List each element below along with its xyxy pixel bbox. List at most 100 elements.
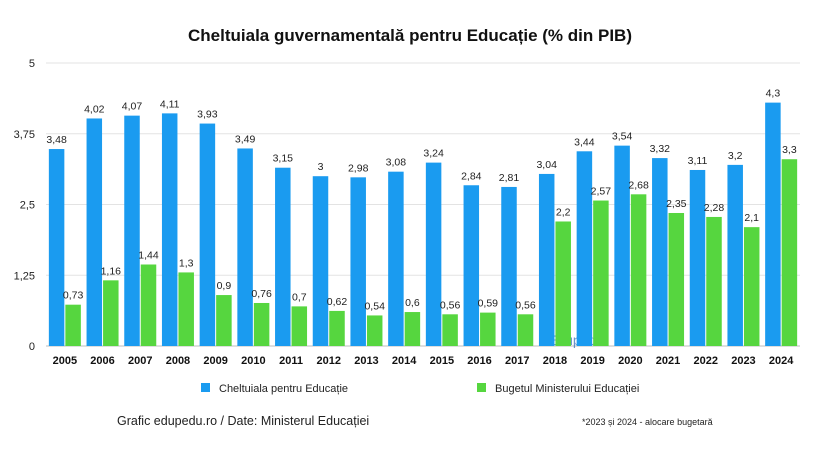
data-label-buget: 0,73 [63, 290, 84, 302]
data-label-cheltuiala: 3,2 [728, 150, 743, 162]
data-label-cheltuiala: 3,11 [688, 155, 708, 167]
data-label-buget: 0,62 [327, 296, 348, 308]
data-label-buget: 0,7 [292, 291, 307, 303]
bar-cheltuiala [538, 173, 555, 346]
bar-cheltuiala [576, 151, 593, 346]
data-label-cheltuiala: 4,3 [766, 88, 781, 100]
data-label-buget: 2,68 [628, 179, 649, 191]
x-tick-label: 2009 [203, 355, 227, 367]
x-axis: 2005 2006 2007 2008 2009 2010 2011 2012 2013 2014… [53, 355, 795, 367]
bar-buget [706, 216, 722, 346]
data-label-buget: 0,59 [478, 298, 499, 310]
bar-cheltuiala [86, 118, 103, 346]
data-label-buget: 2,2 [556, 206, 571, 218]
data-label-cheltuiala: 2,81 [499, 172, 520, 184]
x-tick-label: 2011 [279, 355, 303, 367]
data-label-buget: 3,3 [782, 144, 797, 156]
bar-cheltuiala [275, 167, 291, 346]
data-label-cheltuiala: 4,07 [122, 101, 143, 113]
data-label-cheltuiala: 3,93 [197, 109, 218, 121]
data-label-cheltuiala: 3,24 [423, 148, 444, 160]
bar-buget [404, 312, 421, 346]
data-label-cheltuiala: 3,04 [536, 159, 557, 171]
bar-buget [593, 200, 609, 346]
data-label-buget: 2,28 [704, 202, 725, 214]
data-label-cheltuiala: 3 [318, 161, 324, 173]
x-tick-label: 2005 [53, 355, 77, 367]
bar-buget [253, 302, 270, 346]
data-label-cheltuiala: 2,98 [348, 162, 369, 174]
bar-buget [65, 304, 81, 346]
data-label-buget: 0,54 [364, 300, 385, 312]
x-tick-label: 2006 [90, 355, 114, 367]
legend-swatch-buget [477, 383, 486, 392]
data-label-buget: 0,56 [515, 299, 536, 311]
data-label-cheltuiala: 3,49 [235, 133, 256, 145]
source-note: Grafic edupedu.ro / Date: Ministerul Edu… [117, 414, 369, 428]
x-tick-label: 2007 [128, 355, 152, 367]
data-label-cheltuiala: 4,02 [84, 103, 105, 115]
data-label-buget: 2,35 [666, 198, 687, 210]
data-label-cheltuiala: 3,32 [650, 143, 671, 155]
x-tick-label: 2023 [731, 355, 755, 367]
bar-cheltuiala [124, 115, 140, 346]
data-label-cheltuiala: 3,54 [612, 131, 633, 143]
x-tick-label: 2021 [656, 355, 680, 367]
bar-cheltuiala [48, 149, 65, 346]
bar-cheltuiala [727, 164, 743, 346]
data-label-buget: 0,6 [405, 297, 420, 309]
bar-buget [329, 310, 345, 346]
bar-cheltuiala [652, 158, 668, 346]
bars: 3,480,734,021,164,071,444,111,33,930,93,… [46, 88, 798, 347]
bar-buget [216, 295, 232, 346]
bar-buget [781, 159, 798, 346]
x-tick-label: 2017 [505, 355, 529, 367]
y-tick-label: 2,5 [20, 200, 35, 212]
data-label-buget: 1,16 [101, 265, 122, 277]
data-label-cheltuiala: 3,48 [46, 134, 67, 146]
y-tick-label: 0 [29, 341, 35, 353]
x-tick-label: 2012 [317, 355, 341, 367]
x-tick-label: 2013 [354, 355, 378, 367]
bar-buget [103, 280, 119, 346]
data-label-cheltuiala: 2,84 [461, 170, 482, 182]
data-label-cheltuiala: 3,08 [386, 157, 407, 169]
x-tick-label: 2015 [430, 355, 454, 367]
bar-cheltuiala [463, 185, 480, 346]
bar-buget [178, 272, 194, 346]
footnote: *2023 și 2024 - alocare bugetară [582, 417, 713, 427]
data-label-buget: 0,76 [251, 288, 272, 300]
x-tick-label: 2018 [543, 355, 567, 367]
x-tick-label: 2024 [769, 355, 794, 367]
legend-label-cheltuiala: Cheltuiala pentru Educație [219, 383, 348, 395]
data-label-buget: 0,56 [440, 299, 461, 311]
bar-buget [140, 264, 157, 346]
x-tick-label: 2010 [241, 355, 265, 367]
bar-cheltuiala [765, 102, 781, 347]
bar-cheltuiala [614, 145, 630, 346]
bar-cheltuiala [161, 113, 178, 347]
bar-buget [555, 221, 571, 346]
y-tick-label: 3,75 [14, 129, 35, 141]
bar-cheltuiala [388, 171, 404, 346]
bar-cheltuiala [689, 169, 706, 346]
data-label-buget: 1,3 [179, 257, 194, 269]
bar-buget [668, 212, 685, 346]
x-tick-label: 2016 [467, 355, 491, 367]
x-tick-label: 2022 [694, 355, 718, 367]
bar-cheltuiala [312, 176, 329, 346]
data-label-buget: 0,9 [217, 280, 232, 292]
bar-buget [743, 227, 760, 346]
bar-cheltuiala [501, 186, 517, 346]
data-label-buget: 2,57 [591, 186, 612, 198]
bar-cheltuiala [237, 148, 253, 346]
legend: Cheltuiala pentru Educație Bugetul Minis… [201, 383, 639, 395]
y-tick-label: 5 [29, 58, 35, 70]
data-label-cheltuiala: 4,11 [160, 98, 180, 110]
legend-label-buget: Bugetul Ministerului Educației [495, 383, 639, 395]
y-axis: 0 1,25 2,5 3,75 5 [14, 58, 35, 353]
data-label-buget: 2,1 [744, 212, 759, 224]
bar-cheltuiala [425, 162, 442, 346]
